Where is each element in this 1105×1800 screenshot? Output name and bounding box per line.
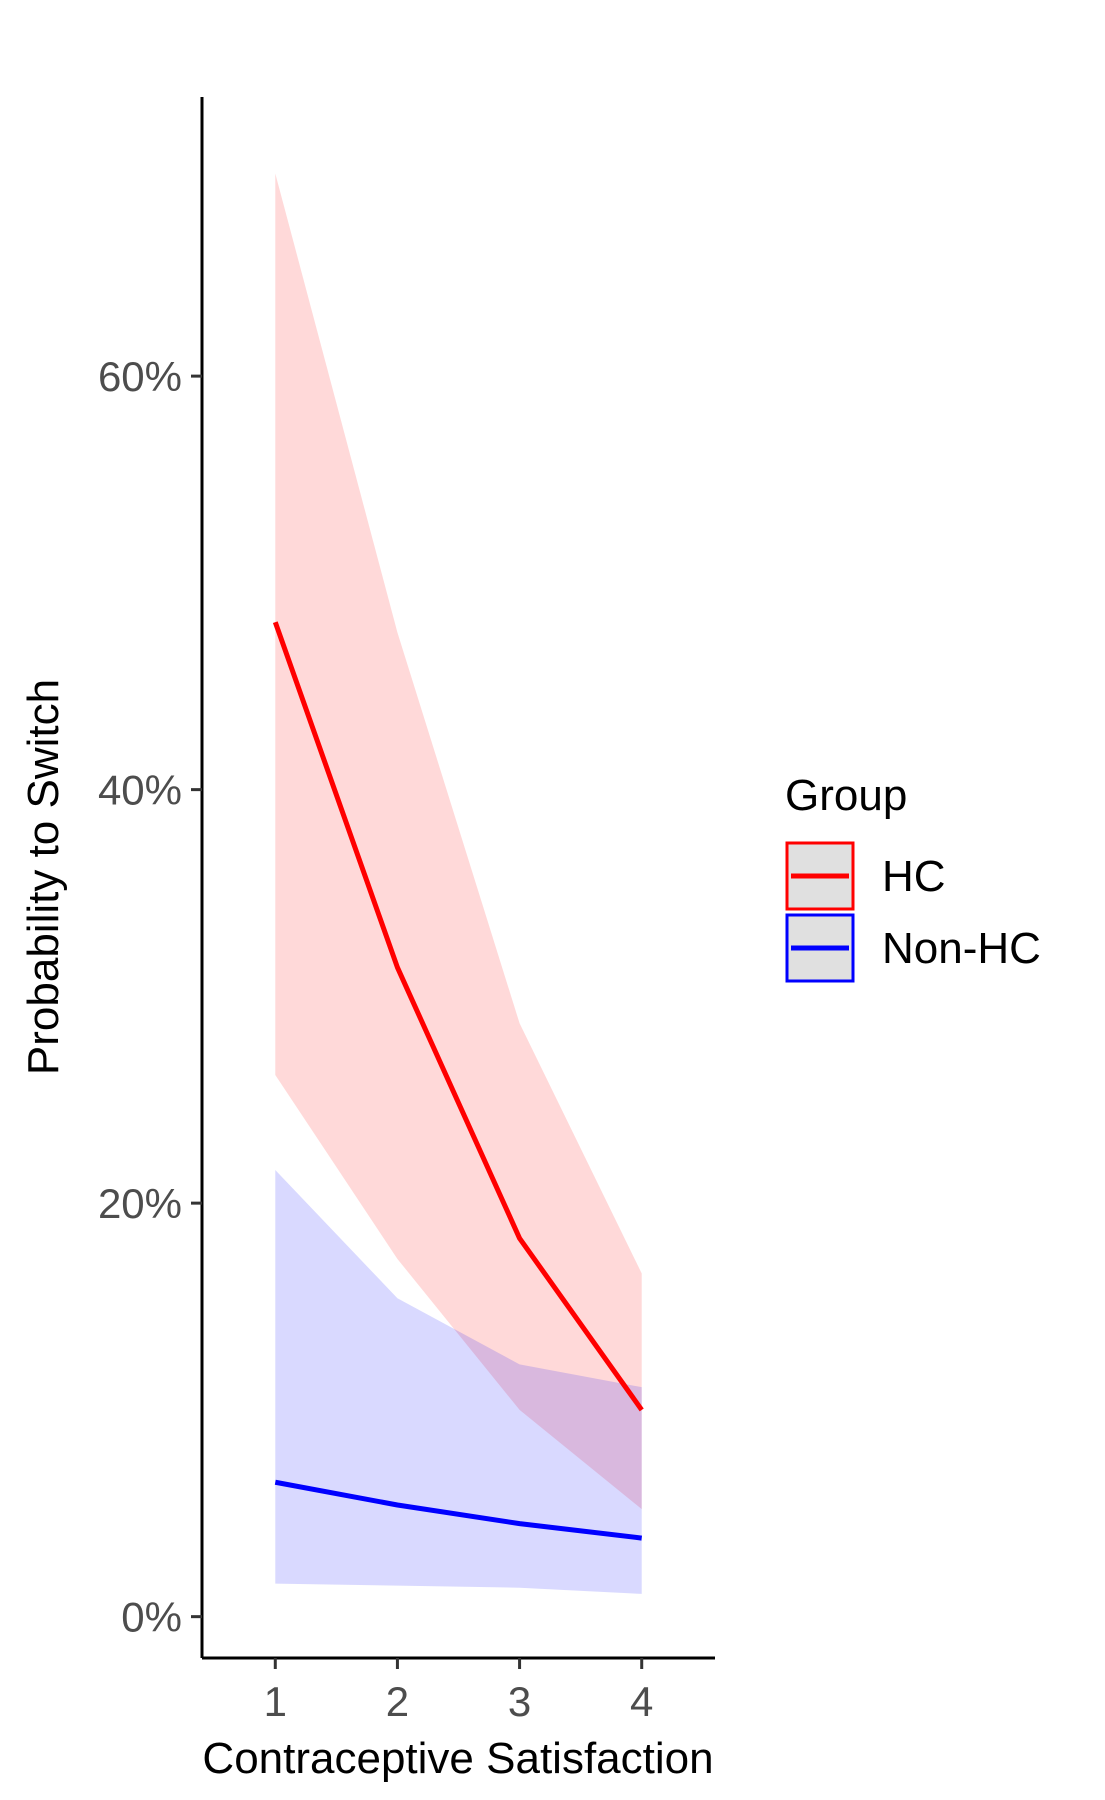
axes bbox=[200, 97, 715, 1660]
confidence-bands bbox=[275, 173, 642, 1594]
x-axis-title: Contraceptive Satisfaction bbox=[202, 1734, 713, 1783]
legend-title: Group bbox=[785, 771, 907, 820]
series-line-hc bbox=[272, 621, 644, 1412]
confidence-band-non-hc bbox=[275, 1170, 642, 1594]
series-lines bbox=[272, 621, 644, 1541]
x-ticks: 1 2 3 4 bbox=[264, 1658, 653, 1725]
legend-label-hc: HC bbox=[882, 852, 946, 901]
y-axis-title: Probability to Switch bbox=[19, 679, 68, 1075]
x-tick-label: 1 bbox=[264, 1678, 287, 1725]
x-tick-label: 3 bbox=[508, 1678, 531, 1725]
x-tick-label: 4 bbox=[630, 1678, 653, 1725]
y-ticks: 0% 20% 40% 60% bbox=[98, 353, 202, 1641]
y-tick-label: 60% bbox=[98, 353, 182, 400]
y-tick-label: 20% bbox=[98, 1180, 182, 1227]
series-line-non-hc bbox=[274, 1479, 643, 1541]
y-tick-label: 40% bbox=[98, 767, 182, 814]
x-tick-label: 2 bbox=[386, 1678, 409, 1725]
legend: Group HC Non-HC bbox=[785, 771, 1041, 983]
y-tick-label: 0% bbox=[121, 1594, 182, 1641]
legend-item-non-hc: Non-HC bbox=[785, 913, 1041, 983]
legend-item-hc: HC bbox=[785, 841, 946, 911]
confidence-band-hc bbox=[275, 173, 642, 1510]
legend-label-non-hc: Non-HC bbox=[882, 924, 1041, 973]
